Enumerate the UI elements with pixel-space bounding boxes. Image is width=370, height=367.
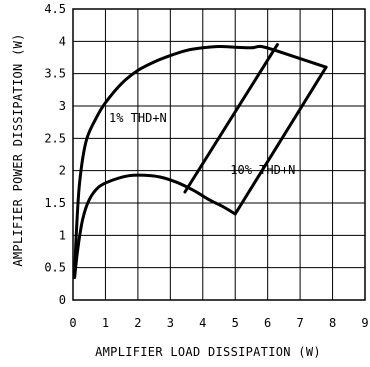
series-line-1pct-thdn <box>73 44 279 279</box>
y-tick-labels: 0 0.5 1 1.5 2 2.5 3 3.5 4 4.5 <box>44 2 66 307</box>
series-line-10pct-thdn <box>73 173 237 279</box>
y-tick-label: 3.5 <box>44 67 66 81</box>
x-tick-label: 1 <box>102 316 109 330</box>
series-annotation-1: 10% THD+N <box>230 163 295 177</box>
x-tick-label: 8 <box>329 316 336 330</box>
x-tick-label: 6 <box>264 316 271 330</box>
y-tick-label: 2 <box>59 164 66 178</box>
connector-lines <box>183 43 328 216</box>
annotations: 1% THD+N 10% THD+N <box>109 111 295 177</box>
y-tick-label: 2.5 <box>44 131 66 145</box>
x-tick-label: 7 <box>296 316 303 330</box>
y-tick-label: 0 <box>59 293 66 307</box>
plot-frame <box>72 8 366 301</box>
y-tick-label: 3 <box>59 99 66 113</box>
connector-line-1 <box>233 65 328 216</box>
y-tick-label: 4.5 <box>44 2 66 16</box>
series-annotation-0: 1% THD+N <box>109 111 167 125</box>
plot-border <box>72 8 366 301</box>
x-tick-label: 0 <box>69 316 76 330</box>
x-tick-label: 2 <box>134 316 141 330</box>
x-tick-label: 5 <box>232 316 239 330</box>
y-tick-label: 1 <box>59 228 66 242</box>
y-axis-label: AMPLIFIER POWER DISSIPATION (W) <box>11 33 25 266</box>
y-tick-label: 0.5 <box>44 261 66 275</box>
connector-line-0 <box>183 43 279 194</box>
connector-line-2 <box>275 49 328 69</box>
series-lines <box>73 44 279 279</box>
x-tick-labels: 0 1 2 3 4 5 6 7 8 9 <box>69 316 368 330</box>
x-axis-label: AMPLIFIER LOAD DISSIPATION (W) <box>95 345 321 359</box>
y-tick-label: 1.5 <box>44 196 66 210</box>
x-tick-label: 4 <box>199 316 206 330</box>
y-tick-label: 4 <box>59 34 66 48</box>
grid <box>72 8 366 301</box>
x-tick-label: 9 <box>361 316 368 330</box>
x-tick-label: 3 <box>167 316 174 330</box>
